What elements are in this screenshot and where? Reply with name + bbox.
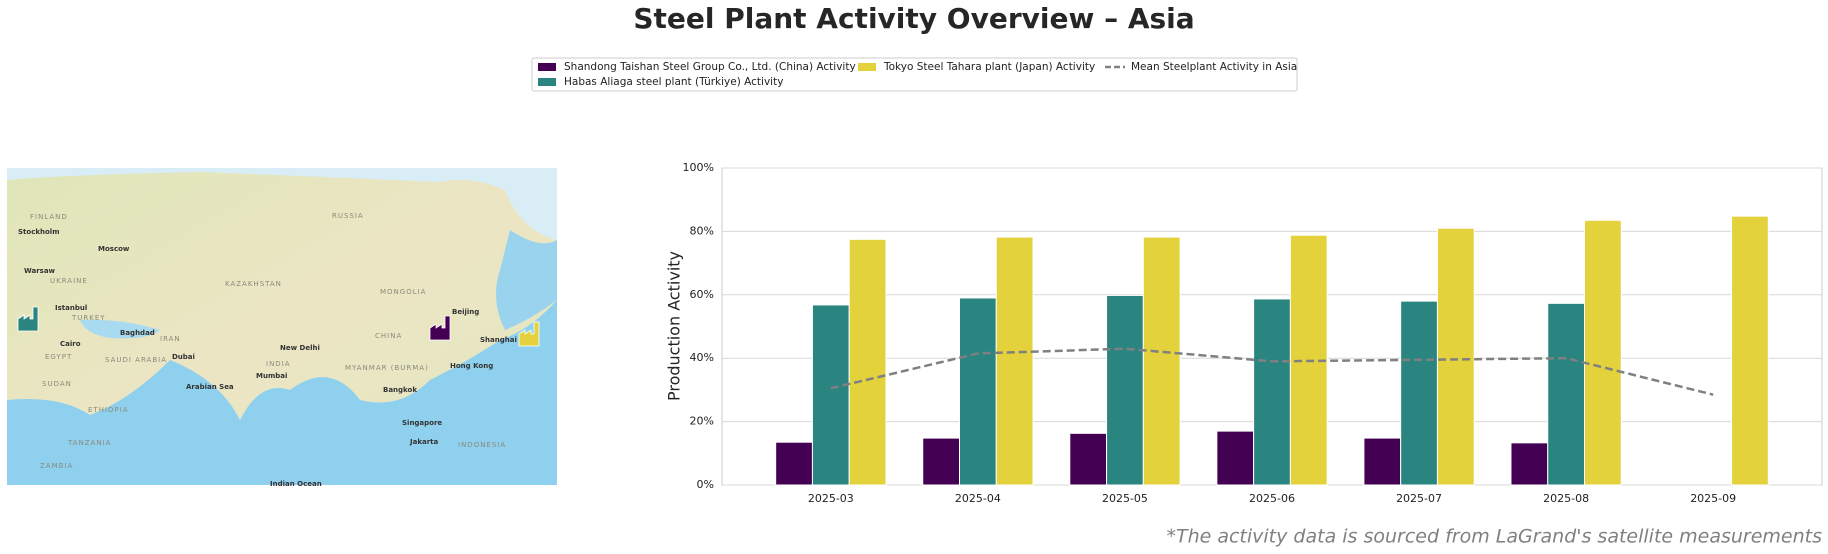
legend-label: Shandong Taishan Steel Group Co., Ltd. (… — [564, 61, 856, 73]
chart: 0% 20% 40% 60% 80% 100% 2025-03 2025-04 2025-05 2… — [683, 161, 1823, 505]
map-label: ZAMBIA — [40, 462, 73, 470]
bar — [811, 304, 850, 486]
map-label: SAUDI ARABIA — [105, 356, 167, 364]
map-label: SUDAN — [42, 380, 72, 388]
legend-swatch — [538, 63, 556, 71]
bar — [1069, 432, 1108, 486]
map-label: Moscow — [98, 245, 130, 253]
bar — [922, 437, 960, 486]
map-label: Istanbul — [55, 304, 87, 312]
bar — [1584, 219, 1622, 486]
map-label: Arabian Sea — [186, 383, 234, 391]
bar — [1547, 302, 1586, 486]
map-label: Jakarta — [409, 438, 439, 446]
map-pacific — [496, 230, 557, 330]
map-label: Singapore — [402, 419, 442, 427]
map-labels: FINLAND Stockholm RUSSIA Moscow Warsaw UKRAIN… — [17, 212, 540, 488]
bar — [995, 236, 1034, 486]
bar — [1142, 236, 1181, 486]
map-label: New Delhi — [280, 344, 320, 352]
bar — [959, 297, 997, 486]
map-label: RUSSIA — [332, 212, 364, 220]
map-arctic — [7, 168, 557, 240]
x-tick-label: 2025-06 — [1249, 492, 1295, 505]
y-tick-label: 0% — [697, 478, 714, 491]
map-label: Mumbai — [256, 372, 287, 380]
bar — [1731, 215, 1769, 486]
y-tick-label: 100% — [683, 161, 714, 174]
map-label: FINLAND — [30, 213, 68, 221]
y-tick-label: 60% — [690, 288, 714, 301]
bar — [1253, 298, 1291, 486]
bar — [1400, 300, 1438, 486]
map-label: Beijing — [452, 308, 479, 316]
mean-line — [830, 347, 1714, 396]
map-label: TANZANIA — [67, 439, 111, 447]
map-label: KAZAKHSTAN — [225, 280, 282, 288]
plant-marker — [429, 315, 451, 341]
x-tick-label: 2025-03 — [808, 492, 854, 505]
bar — [1216, 430, 1255, 486]
y-tick-label: 40% — [690, 351, 714, 364]
y-tick-label: 80% — [690, 224, 714, 237]
map-label: TURKEY — [71, 314, 106, 322]
x-tick-label: 2025-04 — [955, 492, 1001, 505]
plant-marker — [518, 321, 540, 347]
x-tick-label: 2025-09 — [1690, 492, 1736, 505]
bar — [775, 441, 813, 486]
map-label: UKRAINE — [50, 277, 88, 285]
bar — [1363, 437, 1402, 486]
map-label: Stockholm — [18, 228, 60, 236]
map-label: MONGOLIA — [380, 288, 426, 296]
map-label: Dubai — [172, 353, 195, 361]
map-label: ETHIOPIA — [88, 406, 129, 414]
plant-marker — [17, 306, 39, 332]
map-label: EGYPT — [45, 353, 72, 361]
bar — [1436, 227, 1475, 486]
legend-swatch — [858, 63, 876, 71]
map-ocean — [7, 300, 557, 485]
bar — [1510, 442, 1549, 486]
legend-label: Tokyo Steel Tahara plant (Japan) Activit… — [883, 61, 1095, 73]
map-label: Bangkok — [383, 386, 417, 394]
y-axis-label: Production Activity — [665, 251, 684, 401]
x-tick-label: 2025-07 — [1396, 492, 1442, 505]
map-label: Indian Ocean — [270, 480, 322, 488]
legend-swatch — [538, 78, 556, 86]
bar — [1106, 294, 1144, 486]
map-label: Baghdad — [120, 329, 155, 337]
y-tick-label: 20% — [690, 415, 714, 428]
map-label: Shanghai — [480, 336, 517, 344]
map-label: CHINA — [375, 332, 402, 340]
map-label: INDIA — [266, 360, 291, 368]
map-label: Hong Kong — [450, 362, 493, 370]
map-label: Warsaw — [24, 267, 56, 275]
map-label: INDONESIA — [458, 441, 506, 449]
legend-label: Mean Steelplant Activity in Asia — [1131, 61, 1297, 73]
x-tick-label: 2025-08 — [1543, 492, 1589, 505]
map-label: MYANMAR (BURMA) — [345, 364, 429, 372]
chart-title: Steel Plant Activity Overview – Asia — [633, 2, 1194, 35]
map — [7, 168, 557, 485]
bar — [848, 238, 887, 486]
map-label: IRAN — [160, 335, 181, 343]
legend-label: Habas Aliaga steel plant (Türkiye) Activ… — [564, 76, 783, 88]
footnote: *The activity data is sourced from LaGra… — [1166, 526, 1822, 548]
map-caspian — [80, 319, 160, 339]
map-label: Cairo — [60, 340, 81, 348]
x-tick-label: 2025-05 — [1102, 492, 1148, 505]
